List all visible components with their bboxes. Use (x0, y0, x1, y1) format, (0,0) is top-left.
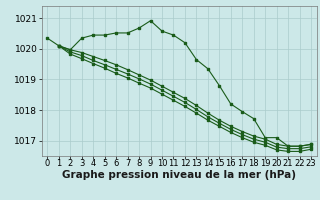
X-axis label: Graphe pression niveau de la mer (hPa): Graphe pression niveau de la mer (hPa) (62, 170, 296, 180)
